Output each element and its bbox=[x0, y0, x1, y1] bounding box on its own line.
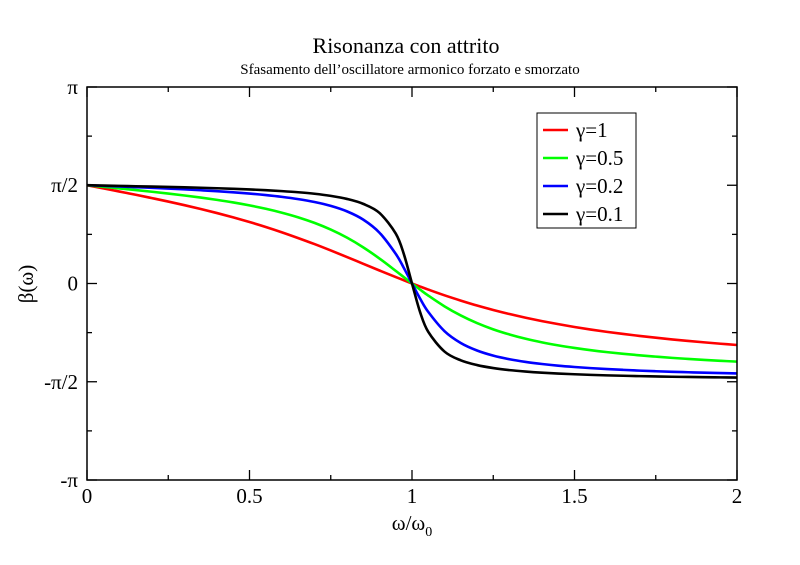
series-line-0 bbox=[86, 183, 738, 347]
y-tick-label: π bbox=[67, 75, 78, 99]
legend-label: γ=1 bbox=[575, 118, 608, 142]
x-tick-label: 0 bbox=[82, 484, 93, 508]
series-line-3 bbox=[86, 183, 738, 379]
x-tick-label: 1.5 bbox=[561, 484, 587, 508]
y-tick-label: π/2 bbox=[51, 173, 78, 197]
x-tick-labels: 0 0.5 1 1.5 2 bbox=[82, 484, 743, 508]
legend-label: γ=0.2 bbox=[575, 174, 623, 198]
x-axis-label-main: ω/ω bbox=[392, 511, 425, 535]
y-axis-label: β(ω) bbox=[14, 265, 38, 304]
chart-subtitle: Sfasamento dell’oscillatore armonico for… bbox=[240, 62, 579, 78]
y-tick-label: -π/2 bbox=[44, 370, 78, 394]
x-tick-label: 0.5 bbox=[236, 484, 262, 508]
x-tick-label: 2 bbox=[732, 484, 743, 508]
chart-title: Risonanza con attrito bbox=[313, 33, 500, 58]
legend-label: γ=0.5 bbox=[575, 146, 623, 170]
legend: γ=1 γ=0.5 γ=0.2 γ=0.1 bbox=[536, 112, 637, 229]
y-tick-label: -π bbox=[60, 468, 78, 492]
legend-box bbox=[536, 112, 637, 229]
axis-ticks bbox=[86, 86, 738, 481]
y-tick-labels: π π/2 0 -π/2 -π bbox=[44, 75, 78, 492]
series-layer bbox=[86, 183, 738, 379]
y-tick-label: 0 bbox=[68, 272, 79, 296]
x-axis-label-subscript: 0 bbox=[425, 525, 432, 540]
x-tick-label: 1 bbox=[407, 484, 418, 508]
x-axis-label: ω/ω0 bbox=[392, 511, 432, 540]
legend-label: γ=0.1 bbox=[575, 202, 623, 226]
